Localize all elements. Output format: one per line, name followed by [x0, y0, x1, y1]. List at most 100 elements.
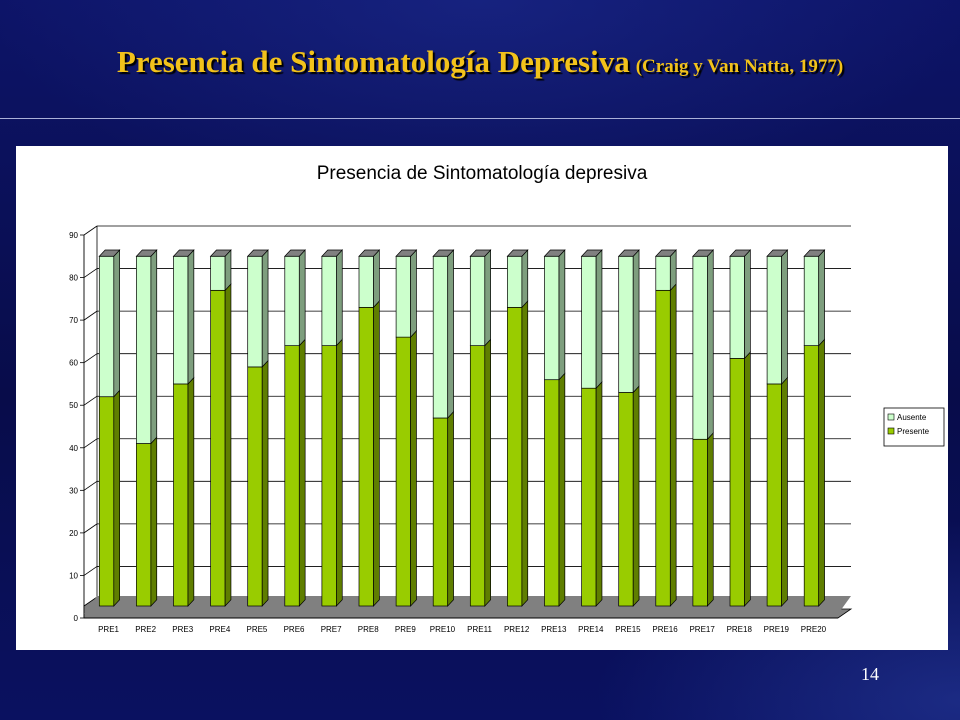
bar-presente-front — [469, 345, 486, 607]
bar-presente-front — [284, 345, 300, 607]
bar-top — [98, 249, 121, 257]
x-tick-label: PRE19 — [764, 625, 790, 634]
bar-ausente-front — [692, 255, 708, 440]
gridline-depth — [83, 481, 98, 491]
gridline-depth — [83, 268, 98, 278]
bar-ausente — [432, 249, 454, 419]
bar-ausente-front — [247, 255, 263, 368]
bar-ausente-side — [707, 249, 714, 441]
bar-presente — [766, 376, 788, 607]
bar-presente — [618, 385, 640, 607]
bar-ausente-side — [447, 249, 454, 419]
bar-presente-side — [410, 329, 417, 607]
bar-ausente-side — [484, 249, 491, 347]
bar-ausente — [544, 249, 566, 381]
bar-presente-front — [321, 345, 337, 607]
bar-presente-side — [521, 300, 529, 607]
y-tick-label: 20 — [69, 529, 78, 538]
x-tick-label: PRE13 — [541, 625, 567, 634]
bar-ausente-front — [358, 255, 374, 308]
bar-presente-side — [261, 359, 269, 607]
bar-top — [395, 249, 418, 257]
x-tick-label: PRE9 — [395, 625, 416, 634]
bar-presente-front — [432, 417, 449, 607]
bar-top — [506, 249, 529, 257]
bar-ausente — [729, 249, 751, 360]
bar-presente-front — [766, 383, 782, 607]
bar-ausente — [98, 249, 121, 398]
bar-ausente-side — [150, 249, 158, 445]
x-tick-label: PRE11 — [467, 625, 492, 634]
bar-top — [654, 249, 677, 257]
bar-presente-front — [173, 383, 189, 607]
bar-presente — [507, 300, 529, 607]
bar-ausente-side — [558, 249, 566, 381]
bar-top — [692, 249, 715, 257]
page-number: 14 — [861, 664, 879, 684]
bar-ausente — [358, 249, 380, 309]
x-tick-label: PRE7 — [321, 625, 342, 634]
bar-top — [543, 249, 566, 257]
chart-panel: Presencia de Sintomatología depresiva 0 1… — [16, 146, 948, 650]
bar-presente — [692, 432, 714, 607]
bar-ausente-side — [521, 249, 529, 309]
bar-top — [172, 249, 195, 257]
bar-presente — [729, 351, 751, 607]
bar-ausente-side — [113, 249, 121, 398]
bar-top — [209, 249, 232, 257]
gridline-depth — [83, 225, 98, 236]
bar-ausente — [469, 249, 491, 347]
bar-presente — [544, 372, 566, 607]
bar-top — [432, 249, 455, 257]
bar-presente — [321, 338, 343, 607]
bar-presente — [210, 283, 232, 607]
bar-ausente-side — [261, 249, 269, 368]
bar-presente-front — [136, 443, 152, 607]
x-tick-label: PRE14 — [578, 625, 604, 634]
bar-ausente — [618, 249, 640, 394]
chart-title: Presencia de Sintomatología depresiva — [317, 163, 648, 184]
bar-ausente-side — [187, 249, 195, 385]
gridline-depth — [83, 523, 98, 534]
bar-ausente-side — [224, 249, 232, 292]
bar-top — [729, 249, 752, 257]
bar-presente-front — [692, 438, 708, 607]
gridline-depth — [83, 395, 98, 406]
slide-title-text: Presencia de Sintomatología Depresiva — [116, 44, 630, 79]
bar-presente — [136, 436, 158, 607]
bar-ausente-front — [469, 255, 486, 346]
x-tick-label: PRE10 — [430, 625, 456, 634]
bar-ausente-side — [298, 249, 306, 347]
bar-presente-front — [247, 366, 263, 607]
x-tick-label: PRE6 — [284, 625, 305, 634]
gridline-depth — [83, 310, 98, 321]
x-tick-label: PRE2 — [135, 625, 156, 634]
x-tick-label: PRE8 — [358, 625, 379, 634]
bar-presente-side — [669, 283, 677, 607]
bar-presente — [432, 410, 454, 607]
title-divider — [0, 118, 960, 119]
bar-ausente-front — [284, 255, 300, 346]
y-tick-label: 90 — [69, 231, 78, 240]
slide-title: Presencia de Sintomatología Depresiva (Cr… — [0, 44, 960, 80]
bar-top — [283, 249, 306, 257]
bar-ausente-front — [803, 255, 820, 346]
bar-ausente — [803, 249, 825, 347]
bar-ausente-side — [336, 249, 343, 347]
bar-presente — [98, 389, 121, 607]
x-tick-label: PRE1 — [98, 625, 119, 634]
bar-ausente — [766, 249, 788, 385]
x-tick-label: PRE5 — [246, 625, 267, 634]
bar-ausente — [655, 249, 677, 292]
bar-presente-side — [595, 381, 603, 607]
bar-presente-side — [187, 376, 195, 607]
bar-presente-side — [632, 385, 640, 607]
bar-presente-side — [707, 432, 714, 607]
y-tick-label: 10 — [69, 571, 78, 580]
bar-presente — [655, 283, 677, 607]
y-tick-label: 70 — [69, 316, 78, 325]
gridline-depth — [83, 353, 98, 363]
slide-citation: (Craig y Van Natta, 1977) — [635, 56, 844, 77]
bar-presente-front — [210, 289, 226, 607]
y-tick-label: 0 — [74, 614, 79, 623]
